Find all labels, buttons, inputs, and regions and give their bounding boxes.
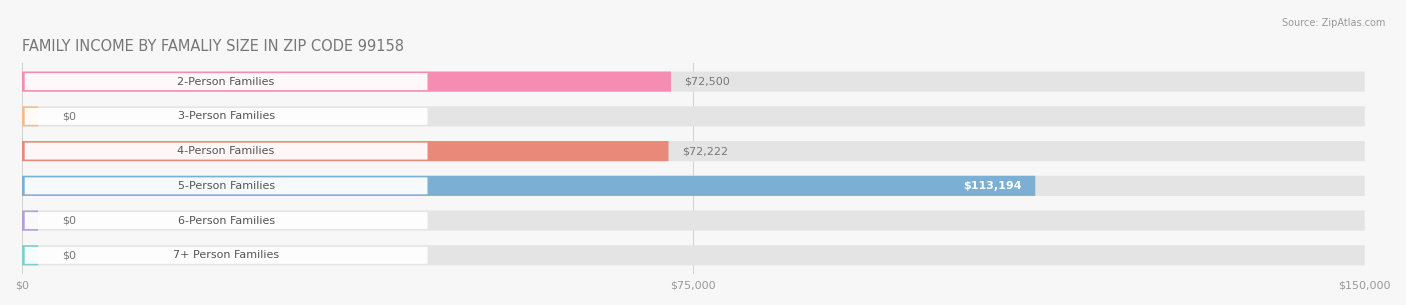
FancyBboxPatch shape: [22, 210, 1365, 231]
Text: $0: $0: [62, 250, 76, 260]
Text: $72,500: $72,500: [685, 77, 730, 87]
Text: 4-Person Families: 4-Person Families: [177, 146, 274, 156]
FancyBboxPatch shape: [25, 73, 427, 90]
Text: Source: ZipAtlas.com: Source: ZipAtlas.com: [1281, 18, 1385, 28]
FancyBboxPatch shape: [25, 143, 427, 160]
Text: 3-Person Families: 3-Person Families: [177, 111, 274, 121]
FancyBboxPatch shape: [22, 245, 38, 265]
Text: $72,222: $72,222: [682, 146, 728, 156]
FancyBboxPatch shape: [25, 178, 427, 194]
FancyBboxPatch shape: [22, 210, 38, 231]
FancyBboxPatch shape: [22, 72, 671, 92]
Text: 6-Person Families: 6-Person Families: [177, 216, 274, 226]
FancyBboxPatch shape: [25, 247, 427, 264]
FancyBboxPatch shape: [22, 72, 1365, 92]
FancyBboxPatch shape: [22, 245, 1365, 265]
FancyBboxPatch shape: [22, 106, 1365, 127]
FancyBboxPatch shape: [25, 212, 427, 229]
FancyBboxPatch shape: [22, 141, 668, 161]
FancyBboxPatch shape: [22, 176, 1365, 196]
Text: $0: $0: [62, 216, 76, 226]
Text: 2-Person Families: 2-Person Families: [177, 77, 274, 87]
Text: $0: $0: [62, 111, 76, 121]
Text: FAMILY INCOME BY FAMALIY SIZE IN ZIP CODE 99158: FAMILY INCOME BY FAMALIY SIZE IN ZIP COD…: [22, 39, 404, 54]
Text: 5-Person Families: 5-Person Families: [177, 181, 274, 191]
FancyBboxPatch shape: [22, 141, 1365, 161]
Text: $113,194: $113,194: [963, 181, 1022, 191]
FancyBboxPatch shape: [22, 106, 38, 127]
FancyBboxPatch shape: [25, 108, 427, 125]
Text: 7+ Person Families: 7+ Person Families: [173, 250, 280, 260]
FancyBboxPatch shape: [22, 176, 1035, 196]
